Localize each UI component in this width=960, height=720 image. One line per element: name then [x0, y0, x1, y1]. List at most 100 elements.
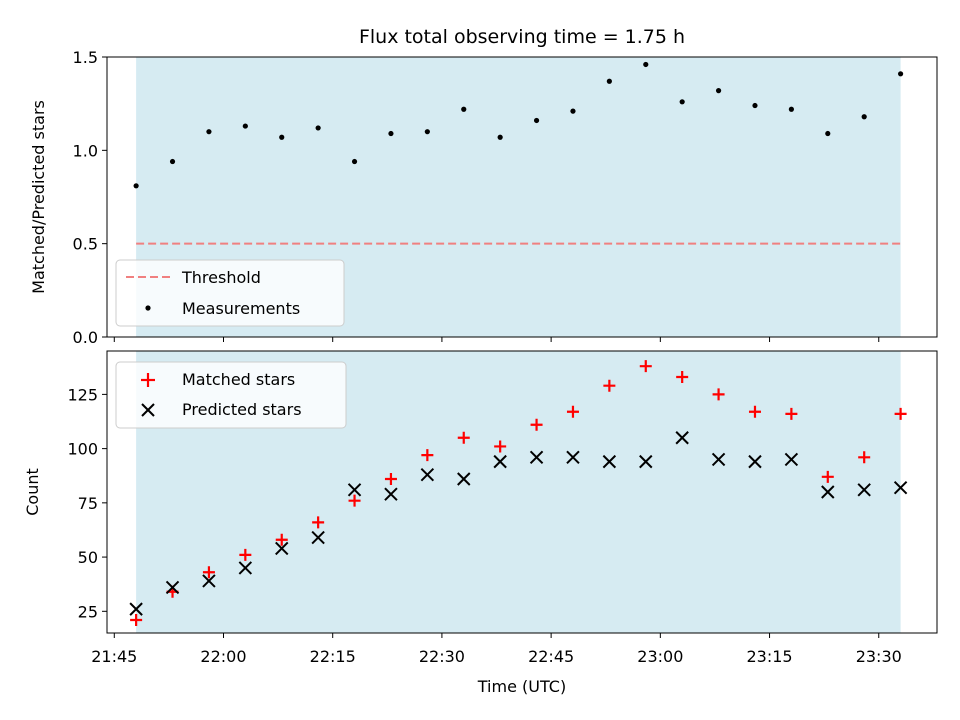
measurement-point — [424, 129, 430, 135]
legend-predicted-swatch — [141, 403, 155, 417]
matched-star-point — [603, 379, 616, 392]
count-y-axis-label: Count — [23, 468, 42, 516]
matched-star-point — [639, 360, 652, 373]
matched-star-point — [348, 494, 361, 507]
predicted-star-point — [529, 450, 544, 464]
x-tick-label: 23:30 — [856, 647, 902, 666]
x-tick-label: 23:00 — [637, 647, 683, 666]
measurement-point — [169, 158, 176, 165]
matched-star-point — [421, 449, 434, 462]
ratio-panel: 0.0 0.5 1.0 1.5 Flux total observing time =… — [29, 26, 938, 347]
predicted-star-point — [420, 467, 435, 482]
predicted-star-point — [602, 454, 617, 469]
matched-star-point — [457, 431, 470, 444]
measurement-points — [133, 61, 904, 189]
count-legend-box — [115, 361, 347, 429]
y-tick-label: 125 — [67, 385, 98, 404]
predicted-star-point — [893, 480, 908, 495]
matched-star-point — [858, 451, 871, 464]
measurement-point — [715, 88, 722, 94]
predicted-star-point — [384, 487, 398, 501]
predicted-star-point — [311, 530, 325, 545]
matched-star-point — [530, 418, 543, 431]
predicted-star-point — [493, 454, 507, 469]
measurement-point — [315, 125, 321, 131]
y-tick-label: 1.5 — [73, 48, 98, 67]
count-x-ticks: 21:45 22:00 22:15 22:30 22:45 23:00 23:15 23:30 — [91, 633, 902, 666]
y-tick-label: 0.5 — [73, 235, 98, 254]
matched-stars-points — [130, 360, 907, 626]
measurement-point — [497, 134, 503, 140]
x-tick-label: 22:30 — [419, 647, 465, 666]
measurement-point — [206, 129, 212, 135]
x-tick-label: 23:15 — [746, 647, 792, 666]
measurement-point — [643, 61, 649, 68]
legend-measurements-swatch — [145, 305, 151, 311]
ratio-y-axis-label: Matched/Predicted stars — [29, 100, 48, 294]
predicted-star-point — [457, 472, 471, 486]
predicted-star-point — [748, 454, 762, 469]
measurement-point — [788, 106, 794, 112]
matched-star-point — [275, 533, 288, 546]
x-axis-label: Time (UTC) — [477, 677, 566, 696]
measurement-point — [897, 71, 904, 77]
count-y-ticks: 25 50 75 100 125 — [67, 385, 107, 621]
count-panel: 25 50 75 100 125 21:45 22:00 22:15 22:30 22:45 23… — [23, 350, 938, 696]
legend-matched-label: Matched stars — [182, 370, 295, 389]
x-tick-label: 21:45 — [91, 647, 137, 666]
predicted-star-point — [165, 580, 180, 595]
measurement-point — [133, 183, 139, 189]
predicted-star-point — [784, 452, 799, 467]
count-legend: Matched stars Predicted stars — [115, 361, 347, 429]
predicted-star-point — [821, 485, 835, 499]
matched-star-point — [676, 371, 689, 384]
predicted-star-point — [275, 541, 289, 556]
ratio-axes-frame — [106, 56, 938, 338]
matched-star-point — [130, 613, 143, 626]
y-tick-label: 1.0 — [73, 141, 98, 160]
ratio-y-ticks: 0.0 0.5 1.0 1.5 — [73, 48, 107, 347]
matched-star-point — [566, 405, 579, 418]
measurement-point — [242, 123, 248, 129]
count-axes-frame — [106, 350, 938, 634]
matched-star-point — [202, 566, 215, 579]
legend-threshold-label: Threshold — [181, 268, 261, 287]
predicted-star-point — [566, 450, 580, 464]
predicted-star-point — [347, 483, 362, 497]
measurement-point — [533, 117, 540, 124]
matched-star-point — [821, 470, 834, 483]
ratio-x-ticks — [113, 337, 880, 342]
measurement-point — [461, 106, 467, 112]
matched-star-point — [894, 407, 907, 420]
measurement-point — [570, 108, 576, 114]
measurement-point — [861, 114, 867, 120]
measurement-point — [752, 102, 758, 109]
x-tick-label: 22:00 — [200, 647, 246, 666]
y-tick-label: 100 — [67, 440, 98, 459]
legend-predicted-label: Predicted stars — [182, 400, 302, 419]
measurement-point — [351, 158, 358, 165]
y-tick-label: 0.0 — [73, 328, 98, 347]
legend-matched-swatch — [141, 373, 155, 387]
matched-star-point — [239, 548, 252, 561]
measurement-point — [388, 130, 394, 137]
predicted-stars-points — [129, 431, 908, 616]
predicted-star-point — [129, 602, 143, 616]
ratio-legend-box — [115, 259, 345, 327]
ratio-legend: Threshold Measurements — [115, 259, 345, 327]
matched-star-point — [494, 440, 507, 453]
legend-measurements-label: Measurements — [182, 299, 300, 318]
y-tick-label: 25 — [78, 602, 98, 621]
y-tick-label: 75 — [78, 494, 98, 513]
measurement-point — [679, 99, 685, 105]
predicted-star-point — [639, 454, 653, 469]
chart-title: Flux total observing time = 1.75 h — [359, 26, 685, 48]
y-tick-label: 50 — [78, 548, 98, 567]
predicted-star-point — [202, 574, 216, 588]
measurement-point — [279, 134, 285, 140]
predicted-star-point — [238, 561, 253, 575]
matched-star-point — [785, 407, 798, 420]
predicted-star-point — [711, 452, 726, 467]
measurement-point — [825, 130, 831, 137]
